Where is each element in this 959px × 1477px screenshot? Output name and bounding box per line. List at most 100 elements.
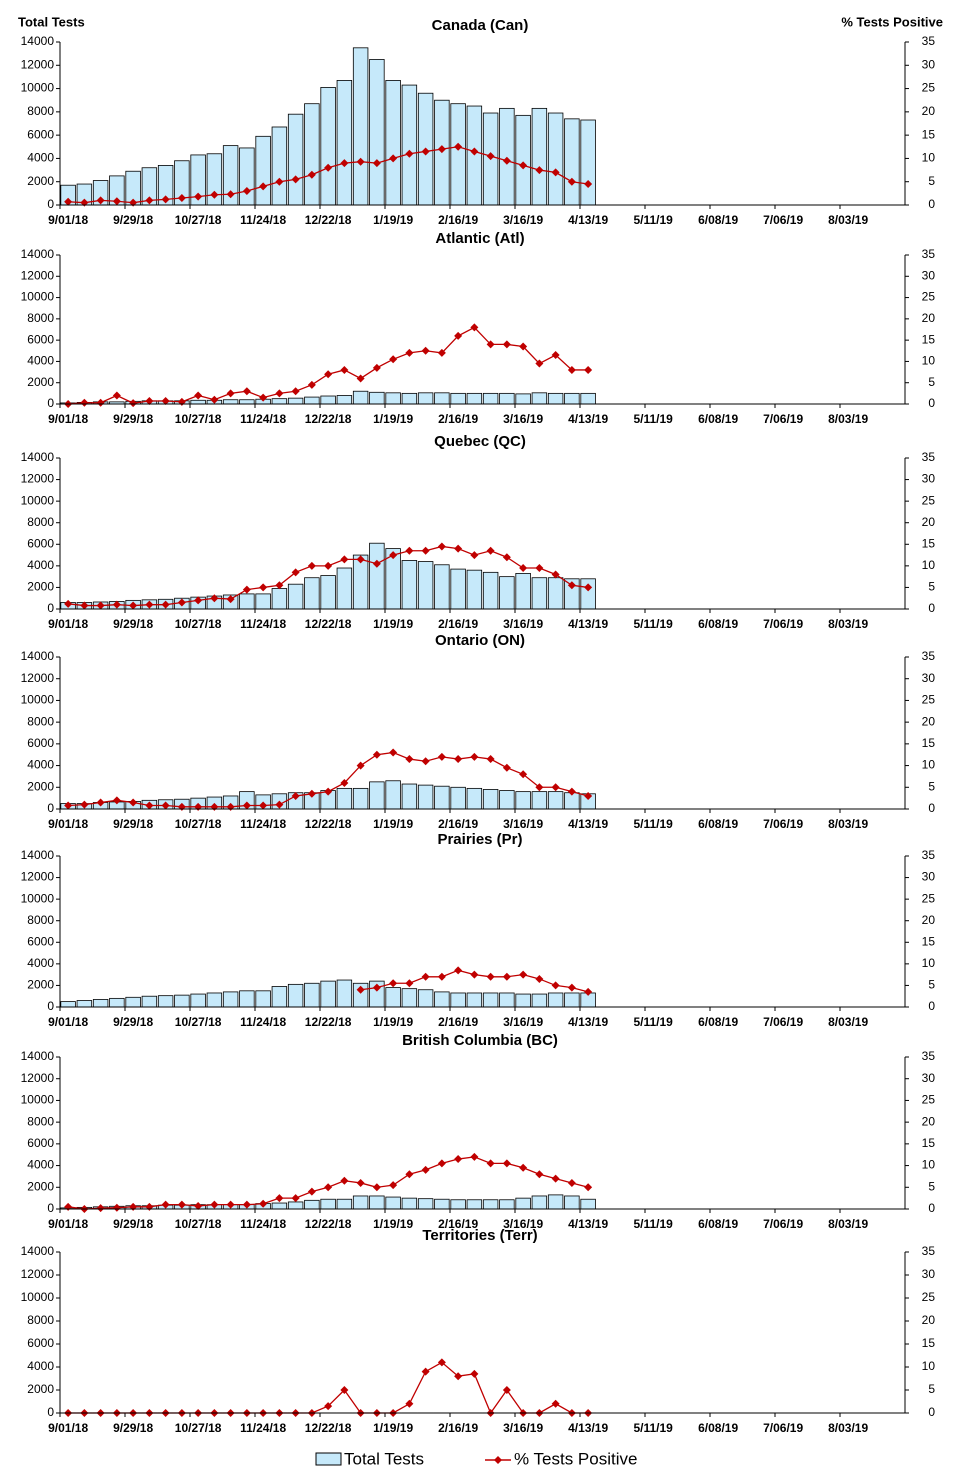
marker (519, 161, 528, 170)
marker (454, 142, 463, 151)
bar (580, 392, 596, 405)
y-tick-label: 10000 (21, 1093, 55, 1107)
bar (466, 569, 483, 610)
marker (356, 157, 365, 166)
marker (372, 983, 381, 992)
marker (486, 1159, 495, 1168)
bar (531, 577, 548, 610)
y2-tick-label: 5 (928, 1179, 935, 1193)
x-tick-label: 4/13/19 (568, 617, 608, 631)
bar (564, 1195, 580, 1210)
y-tick-label: 2000 (27, 978, 54, 992)
marker (437, 972, 446, 981)
y2-tick-label: 0 (928, 1201, 935, 1215)
marker (161, 397, 170, 406)
bar (401, 560, 418, 610)
y-tick-label: 2000 (27, 174, 54, 188)
y2-axis-label: % Tests Positive (841, 14, 943, 29)
x-tick-label: 9/29/18 (113, 1015, 153, 1029)
legend-label: % Tests Positive (514, 1449, 637, 1468)
marker (486, 340, 495, 349)
x-tick-label: 4/13/19 (568, 817, 608, 831)
bar (320, 575, 336, 610)
marker (519, 970, 528, 979)
bar (369, 542, 385, 610)
marker (567, 365, 576, 374)
bar (401, 783, 418, 810)
legend-label: Total Tests (344, 1449, 424, 1468)
marker (437, 348, 446, 357)
bar (564, 118, 580, 206)
marker (437, 752, 446, 761)
y-tick-label: 12000 (21, 1071, 55, 1085)
bar (336, 567, 353, 610)
x-tick-label: 6/08/19 (698, 412, 738, 426)
bar (401, 988, 418, 1008)
marker (535, 166, 544, 175)
marker (372, 750, 381, 759)
y-tick-label: 8000 (27, 104, 54, 118)
x-tick-label: 12/22/18 (305, 213, 352, 227)
marker (551, 351, 560, 360)
y-tick-label: 8000 (27, 515, 54, 529)
marker (535, 359, 544, 368)
x-tick-label: 9/29/18 (113, 617, 153, 631)
bar (434, 1198, 450, 1210)
x-tick-label: 8/03/19 (828, 1015, 868, 1029)
y-tick-label: 4000 (27, 354, 54, 368)
marker (324, 1183, 333, 1192)
marker (405, 1170, 414, 1179)
y2-tick-label: 20 (922, 104, 936, 118)
marker (356, 374, 365, 383)
bar (547, 791, 564, 810)
x-tick-label: 9/01/18 (48, 412, 88, 426)
y2-tick-label: 5 (928, 978, 935, 992)
y-tick-label: 14000 (21, 34, 55, 48)
y2-tick-label: 5 (928, 1382, 935, 1396)
y2-tick-label: 20 (922, 913, 936, 927)
marker (389, 551, 398, 560)
marker (421, 1165, 430, 1174)
marker (567, 1178, 576, 1187)
marker (389, 154, 398, 163)
y2-tick-label: 5 (928, 779, 935, 793)
marker (324, 561, 333, 570)
x-tick-label: 9/01/18 (48, 817, 88, 831)
x-tick-label: 9/29/18 (113, 817, 153, 831)
marker (486, 152, 495, 161)
marker (454, 331, 463, 340)
y-tick-label: 14000 (21, 1049, 55, 1063)
x-tick-label: 1/19/19 (373, 412, 413, 426)
bar (271, 126, 288, 206)
marker (486, 546, 495, 555)
y-tick-label: 12000 (21, 472, 55, 486)
marker (584, 583, 593, 592)
x-tick-label: 2/16/19 (438, 1421, 478, 1435)
marker (275, 800, 284, 809)
marker (129, 399, 138, 408)
x-tick-label: 1/19/19 (373, 1421, 413, 1435)
marker (324, 370, 333, 379)
marker (145, 397, 154, 406)
x-tick-label: 3/16/19 (503, 1421, 543, 1435)
y-tick-label: 0 (47, 197, 54, 211)
chart-title: Territories (Terr) (422, 1227, 537, 1244)
marker (129, 798, 138, 807)
bar (222, 399, 239, 405)
y2-tick-label: 15 (922, 1136, 936, 1150)
bar (157, 995, 174, 1008)
bar (385, 392, 401, 405)
bar (320, 395, 336, 405)
x-tick-label: 12/22/18 (305, 617, 352, 631)
y2-tick-label: 30 (922, 1071, 936, 1085)
y2-tick-label: 10 (922, 151, 936, 165)
x-tick-label: 12/22/18 (305, 1217, 352, 1231)
y-tick-label: 8000 (27, 311, 54, 325)
marker (80, 601, 89, 610)
y-tick-label: 10000 (21, 693, 55, 707)
x-tick-label: 5/11/19 (633, 617, 673, 631)
bar (466, 105, 483, 206)
marker (210, 594, 219, 603)
marker (242, 585, 251, 594)
marker (389, 979, 398, 988)
